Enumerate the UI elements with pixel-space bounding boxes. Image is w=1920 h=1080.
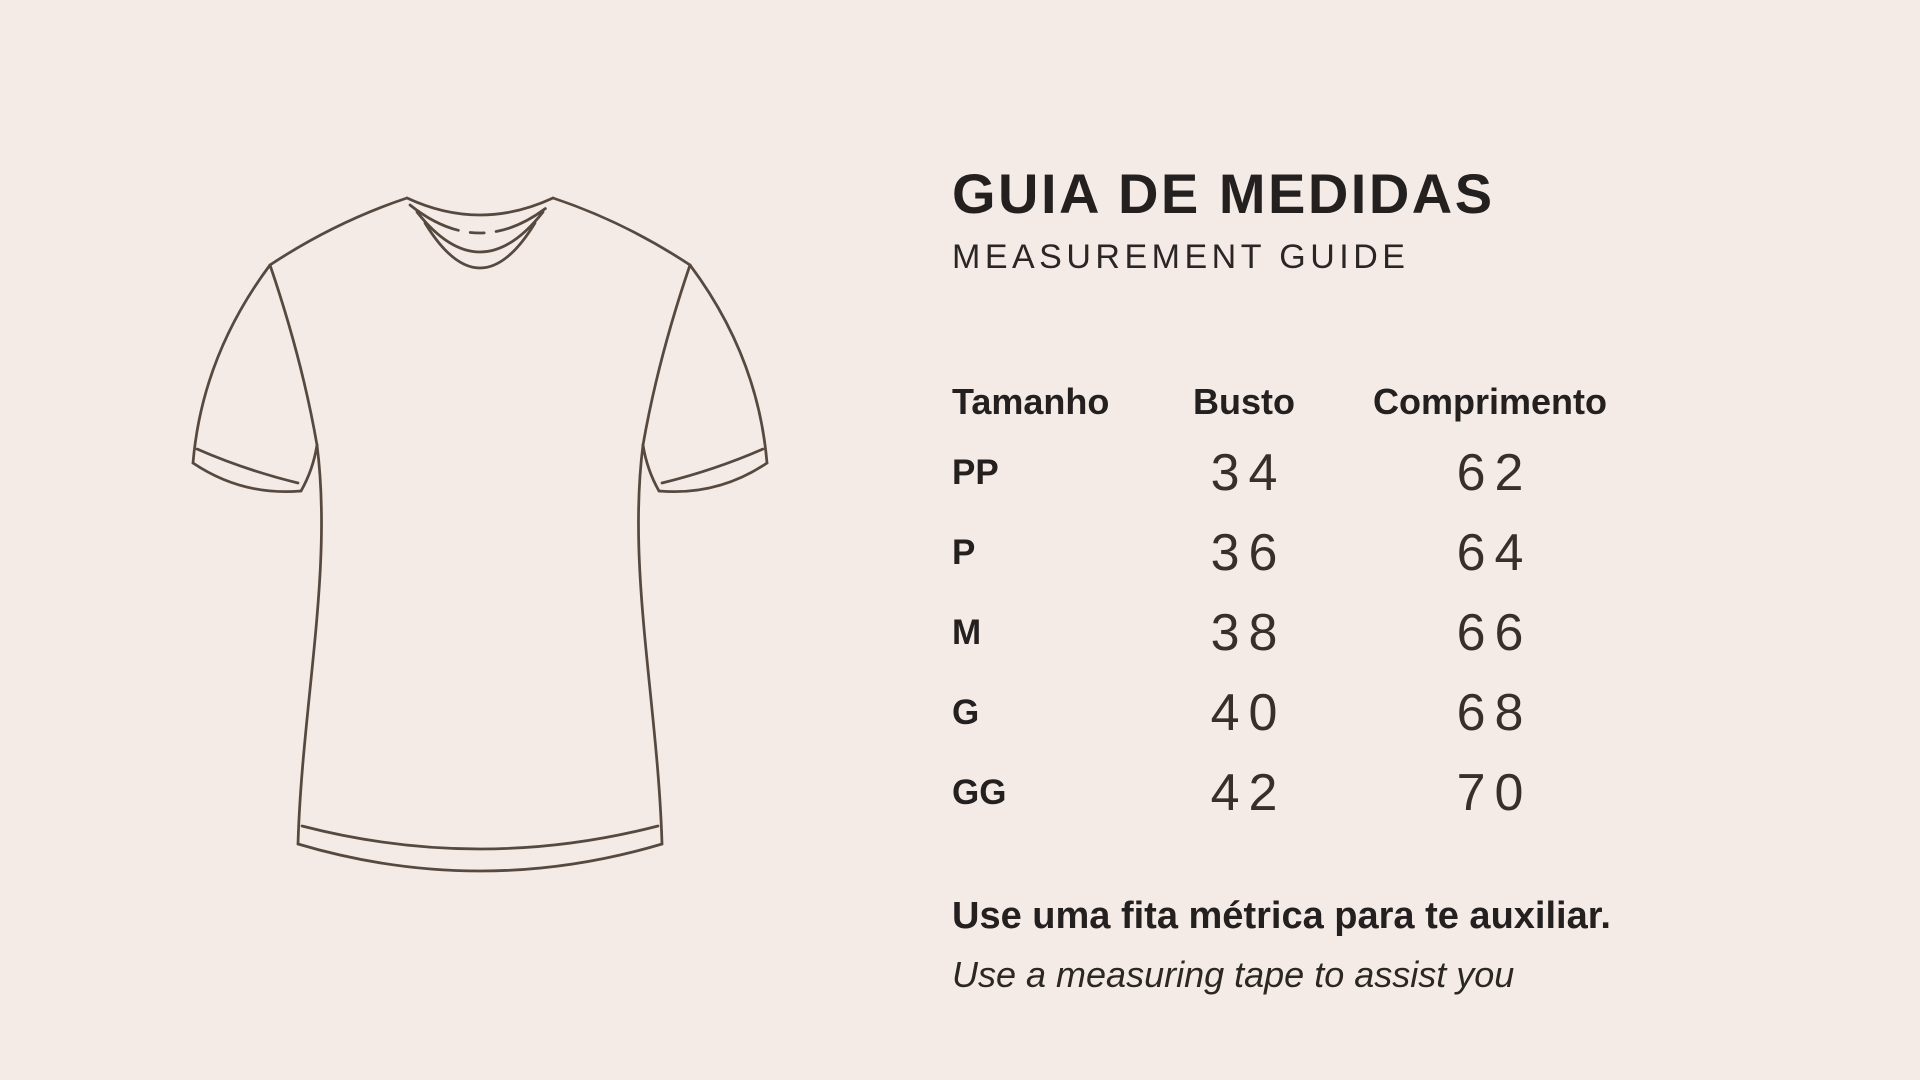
length-value: 70 xyxy=(1456,764,1533,822)
size-label: PP xyxy=(952,453,999,492)
page-subtitle: MEASUREMENT GUIDE xyxy=(952,238,1410,276)
bust-value: 42 xyxy=(1210,764,1287,822)
tshirt-illustration xyxy=(180,190,780,890)
bust-value: 38 xyxy=(1210,604,1287,662)
size-label: GG xyxy=(952,773,1007,812)
column-header-tamanho: Tamanho xyxy=(952,381,1110,422)
column-header-comprimento: Comprimento xyxy=(1373,381,1607,422)
bust-value: 40 xyxy=(1210,684,1287,742)
tshirt-outline-icon xyxy=(191,196,769,873)
length-value: 64 xyxy=(1456,524,1533,582)
table-row-m: M 38 66 xyxy=(952,593,1692,673)
table-header-row: Tamanho Busto Comprimento xyxy=(952,371,1692,433)
bust-value: 34 xyxy=(1210,444,1287,502)
table-row-gg: GG 42 70 xyxy=(952,753,1692,833)
column-header-busto: Busto xyxy=(1193,381,1295,422)
length-value: 62 xyxy=(1456,444,1533,502)
size-guide-panel: GUIA DE MEDIDAS MEASUREMENT GUIDE Tamanh… xyxy=(952,166,1692,996)
bust-value: 36 xyxy=(1210,524,1287,582)
size-label: P xyxy=(952,533,976,572)
size-label: M xyxy=(952,613,982,652)
size-table: Tamanho Busto Comprimento PP 34 62 P 36 … xyxy=(952,371,1692,833)
table-row-p: P 36 64 xyxy=(952,513,1692,593)
size-label: G xyxy=(952,693,980,732)
length-value: 68 xyxy=(1456,684,1533,742)
table-row-pp: PP 34 62 xyxy=(952,433,1692,513)
length-value: 66 xyxy=(1456,604,1533,662)
note-english: Use a measuring tape to assist you xyxy=(952,954,1515,995)
note-portuguese: Use uma fita métrica para te auxiliar. xyxy=(952,895,1611,937)
page-title: GUIA DE MEDIDAS xyxy=(952,162,1495,225)
table-row-g: G 40 68 xyxy=(952,673,1692,753)
